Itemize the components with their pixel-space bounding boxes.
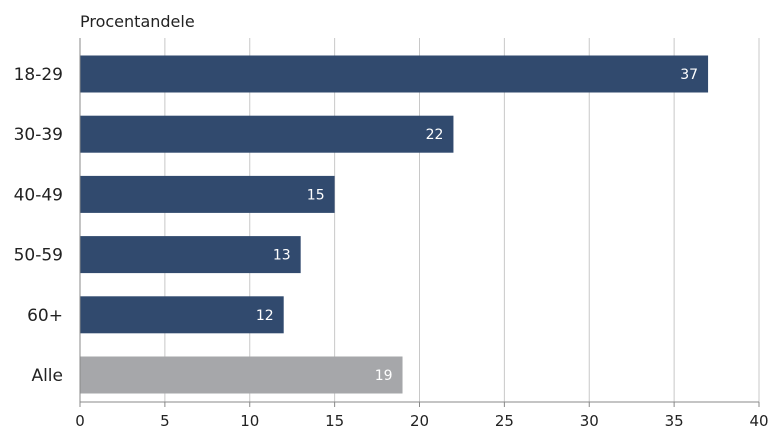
data-label: 15 [307,187,325,203]
category-label: 30-39 [14,125,63,145]
category-label: 40-49 [14,185,63,205]
bar [80,236,301,274]
category-label: 60+ [27,306,63,326]
x-tick-label: 20 [410,412,429,430]
x-tick-label: 40 [749,412,768,430]
bars: 37 22 15 13 12 19 [80,55,709,394]
category-label: 50-59 [14,246,63,266]
category-label: 18-29 [14,65,63,85]
bar [80,175,335,213]
x-tick-label: 35 [665,412,684,430]
data-label: 22 [426,127,444,143]
unit-label: Procentandele [80,12,195,31]
x-tick-label: 25 [495,412,514,430]
axes: 0 5 10 15 20 25 30 35 40 18-29 30-39 40-49 50-59 60+ A… [14,38,768,430]
category-label: Alle [31,366,63,386]
data-label: 37 [680,67,698,83]
bar [80,115,454,153]
bar [80,296,284,334]
data-label: 12 [256,308,274,324]
bar [80,356,403,394]
bar [80,55,709,93]
x-tick-label: 15 [325,412,344,430]
data-label: 19 [375,368,393,384]
x-tick-label: 30 [580,412,599,430]
data-label: 13 [273,248,291,264]
x-tick-label: 10 [240,412,259,430]
gridlines [164,38,760,402]
x-tick-label: 5 [160,412,170,430]
x-tick-label: 0 [75,412,85,430]
